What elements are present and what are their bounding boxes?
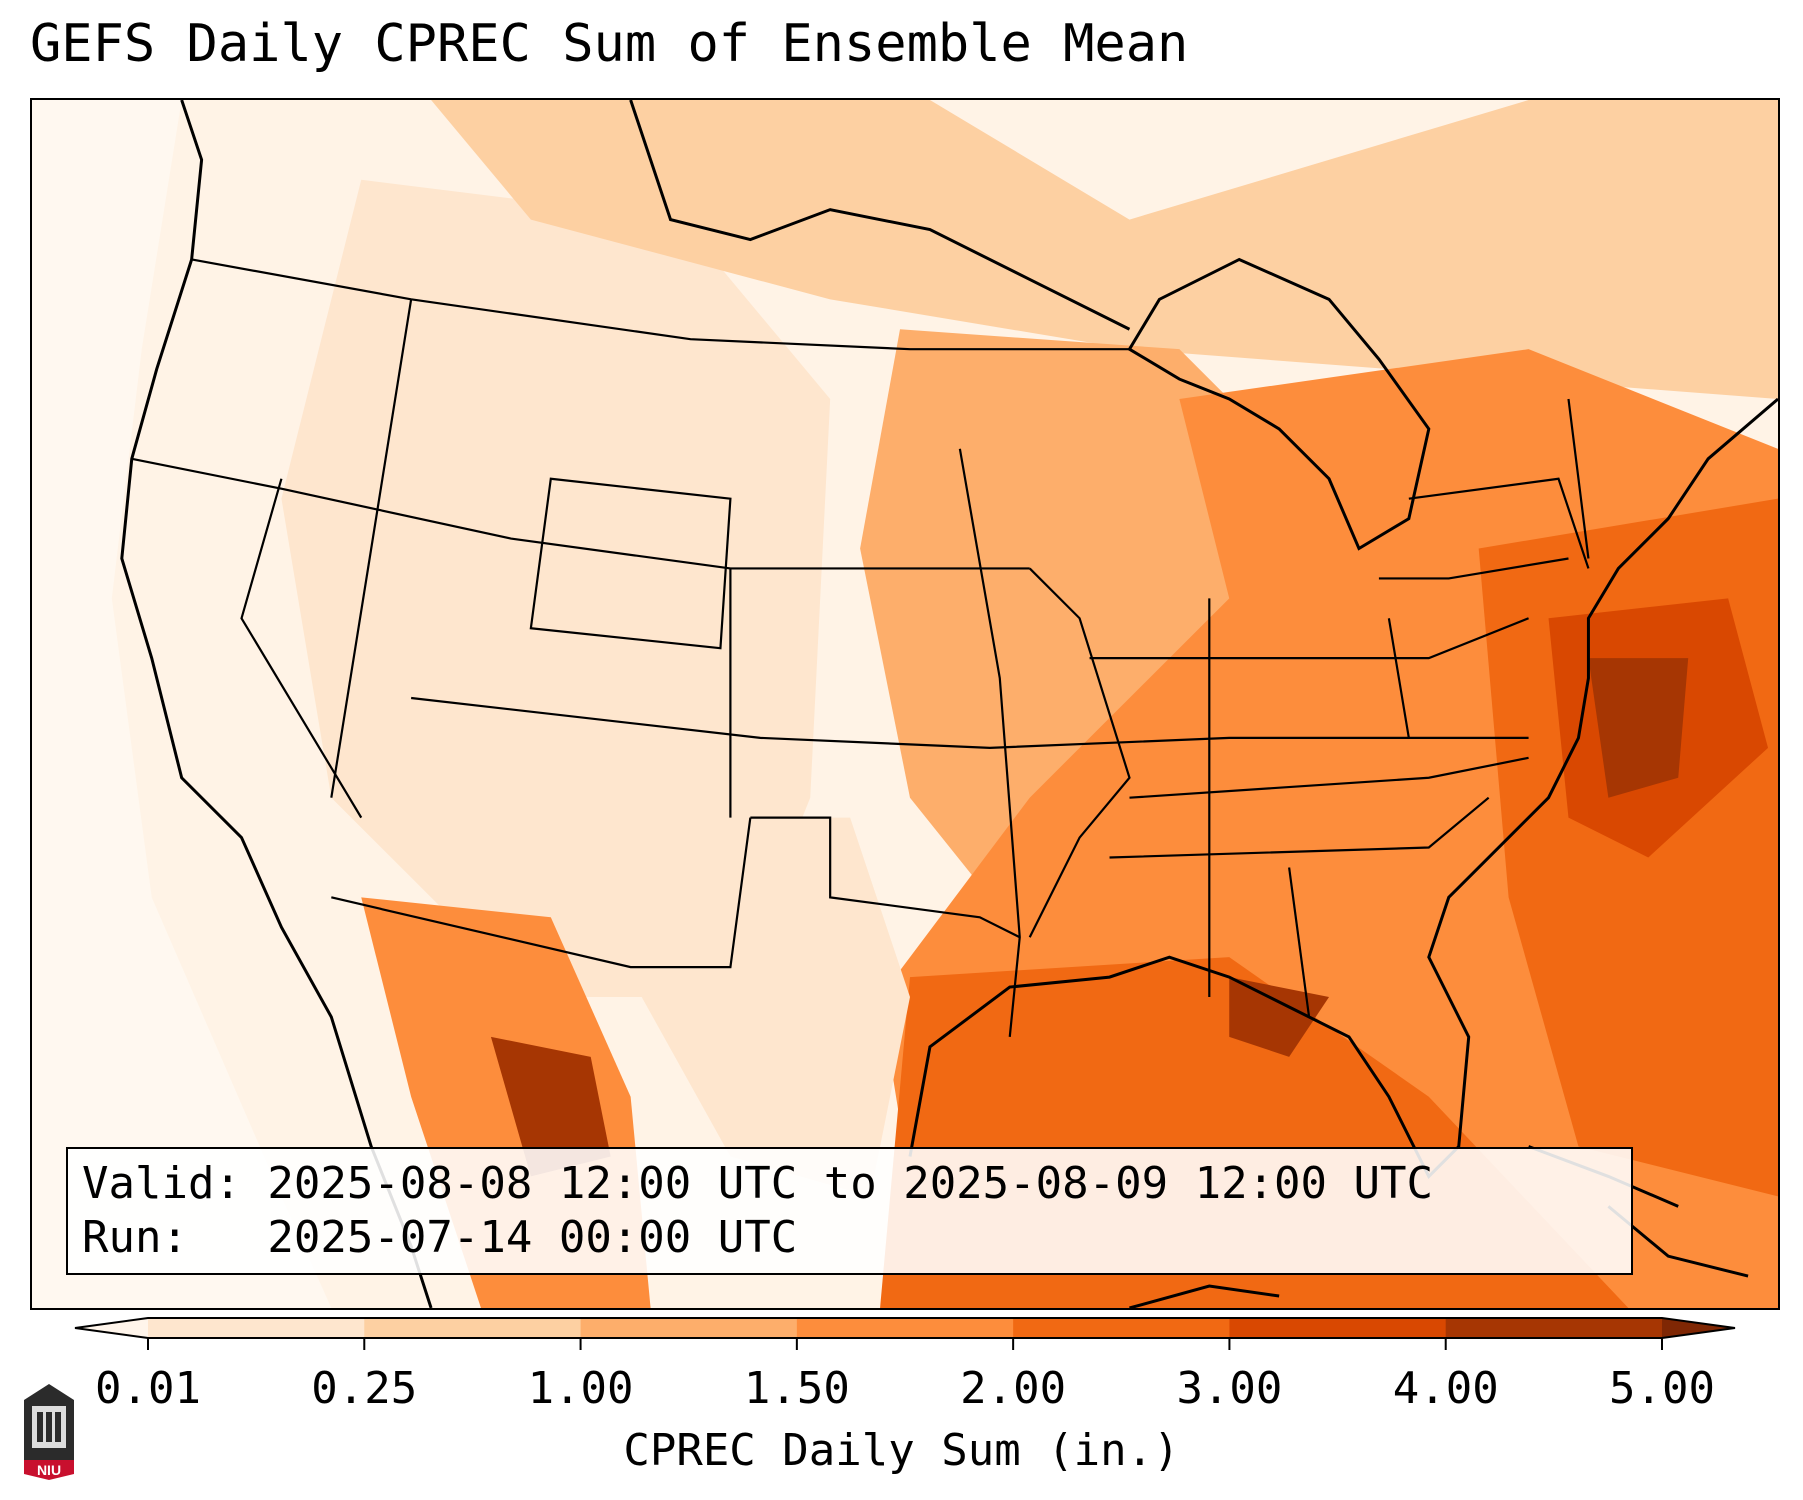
run-time-line: Run: 2025-07-14 00:00 UTC: [82, 1212, 798, 1263]
state-borders: [131, 258, 1590, 1038]
colorbar-segment: [364, 1318, 582, 1338]
valid-run-info-box: Valid: 2025-08-08 12:00 UTC to 2025-08-0…: [66, 1147, 1633, 1275]
carolina-max-region: [1588, 658, 1689, 798]
map-title: GEFS Daily CPREC Sum of Ensemble Mean: [30, 14, 1189, 74]
florida-panhandle-max: [1229, 977, 1330, 1057]
coastlines: [120, 100, 1778, 1308]
colorbar-segment: [1445, 1318, 1663, 1338]
colorbar-tick-label: 3.00: [1176, 1363, 1283, 1414]
colorbar-segment: [1013, 1318, 1230, 1338]
colorbar-tick-label: 2.00: [960, 1363, 1067, 1414]
pacific-region: [32, 100, 332, 1308]
valid-time-line: Valid: 2025-08-08 12:00 UTC to 2025-08-0…: [82, 1158, 1434, 1209]
colorbar: [74, 1317, 1736, 1350]
interior-west-region: [281, 179, 831, 998]
precipitation-map: [30, 98, 1780, 1310]
colorbar-extension-low: [75, 1318, 148, 1338]
colorbar-tick-label: 0.25: [311, 1363, 418, 1414]
colorbar-label: CPREC Daily Sum (in.): [623, 1425, 1180, 1476]
colorbar-segment: [1229, 1318, 1447, 1338]
north-region: [431, 100, 1778, 400]
colorbar-segment: [580, 1318, 798, 1338]
svg-text:NIU: NIU: [37, 1462, 61, 1478]
colorbar-tick-label: 5.00: [1609, 1363, 1715, 1414]
colorbar-extension-high: [1662, 1318, 1735, 1338]
colorbar-tick-label: 1.50: [743, 1363, 850, 1414]
colorbar-ticks: [147, 1338, 1663, 1350]
mexico-max-region: [490, 1036, 611, 1177]
colorbar-tick-label: 1.00: [527, 1363, 634, 1414]
colorbar-tick-label: 4.00: [1392, 1363, 1499, 1414]
colorbar-tick-label: 0.01: [95, 1363, 201, 1414]
niu-logo: NIU: [24, 1384, 74, 1480]
colorbar-segment: [148, 1318, 365, 1338]
map-canvas: [32, 100, 1778, 1308]
colorbar-segments: [75, 1318, 1735, 1338]
texas-region: [610, 817, 910, 1197]
colorbar-segment: [796, 1318, 1014, 1338]
